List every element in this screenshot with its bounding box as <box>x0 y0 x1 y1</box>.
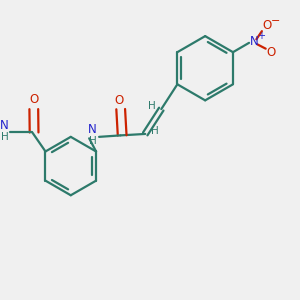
Text: O: O <box>114 94 124 107</box>
Text: −: − <box>271 16 280 26</box>
Text: H: H <box>89 136 97 146</box>
Text: O: O <box>29 93 38 106</box>
Text: N: N <box>0 119 9 132</box>
Text: +: + <box>257 32 265 41</box>
Text: N: N <box>88 123 97 136</box>
Text: H: H <box>1 132 8 142</box>
Text: N: N <box>250 35 259 48</box>
Text: O: O <box>262 20 272 32</box>
Text: H: H <box>151 126 158 136</box>
Text: H: H <box>148 100 156 111</box>
Text: O: O <box>266 46 276 59</box>
